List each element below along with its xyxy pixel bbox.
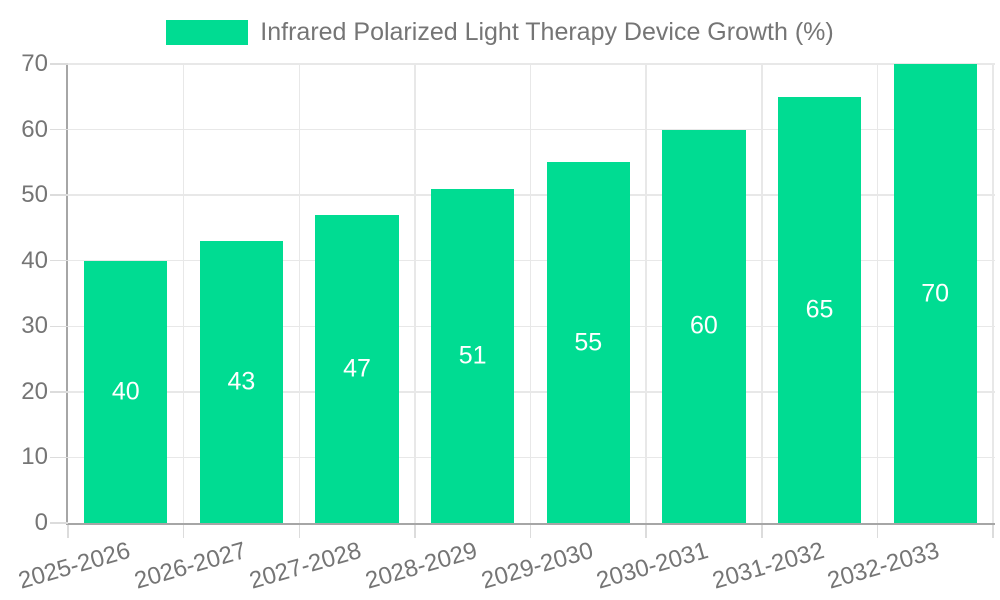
x-tick-label: 2025-2026 xyxy=(15,537,134,595)
bar-value-label: 60 xyxy=(690,311,718,340)
y-tick-label: 70 xyxy=(21,50,48,77)
bar: 40 xyxy=(84,260,168,523)
h-gridline xyxy=(68,63,995,65)
v-gridline xyxy=(414,64,416,523)
y-tick-label: 0 xyxy=(34,509,48,536)
v-gridline xyxy=(529,64,532,523)
y-tick-label: 10 xyxy=(21,443,48,471)
bar: 51 xyxy=(431,188,515,523)
plot-area: 40 43 47 51 55 60 65 70 xyxy=(66,63,995,525)
legend-label: Infrared Polarized Light Therapy Device … xyxy=(260,18,834,46)
x-tick-label: 2031-2032 xyxy=(709,537,828,595)
x-axis-tick xyxy=(298,525,300,538)
bar: 70 xyxy=(893,64,977,523)
y-axis-tick xyxy=(50,391,68,393)
x-axis-tick xyxy=(761,525,763,538)
v-gridline xyxy=(298,64,300,523)
y-axis-tick xyxy=(50,194,68,196)
x-tick-label: 2027-2028 xyxy=(246,537,365,595)
v-gridline xyxy=(761,64,763,523)
bar-value-label: 51 xyxy=(458,341,487,370)
bar: 47 xyxy=(315,214,399,523)
bar-value-label: 70 xyxy=(921,279,950,307)
bar-value-label: 47 xyxy=(343,354,371,383)
x-tick-label: 2029-2030 xyxy=(477,537,596,595)
y-axis-tick xyxy=(50,522,68,524)
bar: 43 xyxy=(199,241,284,523)
x-axis-tick xyxy=(876,525,879,538)
x-axis-tick xyxy=(992,525,994,538)
bar: 55 xyxy=(546,162,630,523)
y-axis-tick xyxy=(50,128,68,131)
x-axis-tick xyxy=(645,525,647,538)
h-gridline xyxy=(68,325,995,328)
x-tick-label: 2032-2033 xyxy=(824,537,943,595)
y-axis-tick xyxy=(50,325,68,328)
x-axis-tick xyxy=(414,525,416,538)
h-gridline xyxy=(68,259,995,262)
bar: 65 xyxy=(777,96,862,523)
x-axis-tick xyxy=(182,525,185,538)
bar-value-label: 43 xyxy=(227,367,256,396)
h-gridline xyxy=(68,194,995,196)
bar-value-label: 40 xyxy=(111,377,140,406)
y-tick-label: 40 xyxy=(21,246,48,274)
v-gridline xyxy=(992,64,994,523)
v-gridline xyxy=(876,64,879,523)
v-gridline xyxy=(182,64,185,523)
h-gridline xyxy=(68,128,995,131)
y-tick-label: 30 xyxy=(21,312,48,340)
x-tick-label: 2026-2027 xyxy=(131,537,249,595)
y-axis-tick xyxy=(50,259,68,262)
bar-value-label: 65 xyxy=(805,295,834,324)
bar: 60 xyxy=(662,129,746,523)
h-gridline xyxy=(68,391,995,393)
y-tick-label: 50 xyxy=(21,181,48,209)
y-axis-tick xyxy=(50,456,68,459)
x-axis-tick xyxy=(529,525,532,538)
x-tick-label: 2028-2029 xyxy=(362,537,481,595)
x-axis-tick xyxy=(67,525,69,538)
x-tick-label: 2030-2031 xyxy=(593,537,712,595)
y-tick-label: 20 xyxy=(21,377,48,405)
y-axis-tick xyxy=(50,63,68,65)
h-gridline xyxy=(68,456,995,459)
bar-value-label: 55 xyxy=(574,328,603,357)
y-tick-label: 60 xyxy=(21,115,48,143)
legend: Infrared Polarized Light Therapy Device … xyxy=(0,18,1000,47)
legend-swatch xyxy=(166,20,249,45)
v-gridline xyxy=(645,64,647,523)
